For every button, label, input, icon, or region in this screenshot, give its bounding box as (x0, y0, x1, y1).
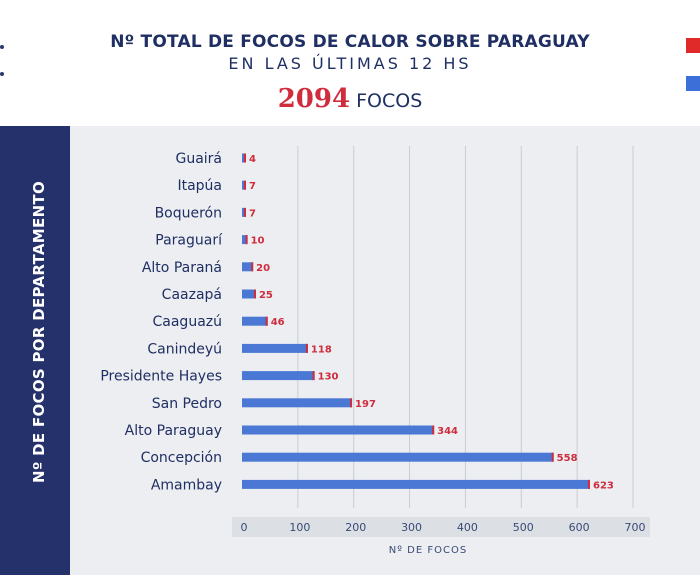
bar-tip (244, 153, 246, 163)
category-label: Presidente Hayes (100, 369, 222, 385)
plot-area (70, 126, 700, 575)
bar-tip (265, 316, 268, 326)
bar-tip (587, 479, 590, 489)
bar (242, 371, 315, 381)
x-tick-label: 600 (569, 521, 590, 534)
value-label: 118 (311, 344, 332, 355)
bar-tip (350, 398, 353, 408)
chart-title: Nº TOTAL DE FOCOS DE CALOR SOBRE PARAGUA… (110, 32, 590, 52)
bar (242, 452, 554, 462)
bar (242, 343, 308, 353)
value-label: 130 (318, 372, 339, 383)
x-tick-label: 700 (625, 521, 646, 534)
total-count-value: 2094 (277, 84, 351, 114)
value-label: 46 (271, 317, 285, 328)
side-band (0, 126, 70, 575)
bar-tip (244, 180, 246, 190)
category-label: Canindeyú (147, 341, 222, 357)
total-count: 2094 FOCOS (0, 84, 700, 114)
bar (242, 235, 248, 245)
bar (242, 398, 353, 408)
total-count-unit: FOCOS (356, 90, 423, 112)
value-label: 344 (437, 426, 458, 437)
value-label: 10 (251, 236, 265, 247)
legend-swatch-red (686, 38, 700, 53)
category-label: Paraguarí (155, 233, 223, 249)
bar-tip (253, 289, 256, 299)
x-axis-title: Nº DE FOCOS (389, 545, 467, 556)
value-label: 4 (249, 154, 256, 165)
bar-tip (432, 425, 435, 435)
left-edge-fragment (0, 45, 4, 49)
value-label: 7 (249, 208, 256, 219)
bar-tip (245, 235, 248, 245)
bar (242, 316, 268, 326)
value-label: 20 (256, 263, 270, 274)
bar-tip (244, 207, 246, 217)
category-label: Itapúa (177, 178, 222, 194)
header: Nº TOTAL DE FOCOS DE CALOR SOBRE PARAGUA… (0, 0, 700, 125)
x-axis-strip (232, 517, 650, 537)
legend-swatch-blue (686, 76, 700, 91)
bar-tip (551, 452, 554, 462)
x-tick-label: 400 (457, 521, 478, 534)
bar (242, 262, 254, 272)
chart-subtitle: EN LAS ÚLTIMAS 12 HS (228, 54, 472, 73)
left-edge-fragment (0, 72, 4, 76)
category-label: Boquerón (155, 205, 222, 221)
value-label: 623 (593, 480, 614, 491)
value-label: 25 (259, 290, 273, 301)
x-tick-label: 300 (401, 521, 422, 534)
bar-tip (305, 343, 308, 353)
value-label: 558 (557, 453, 578, 464)
bar (242, 425, 435, 435)
x-tick-label: 0 (241, 521, 248, 534)
category-label: San Pedro (152, 396, 222, 412)
category-label: Alto Paraná (142, 260, 222, 276)
value-label: 7 (249, 181, 256, 192)
category-label: Caaguazú (153, 314, 223, 330)
x-tick-label: 100 (289, 521, 310, 534)
category-label: Caazapá (162, 287, 222, 303)
x-tick-label: 200 (345, 521, 366, 534)
bar-tip (251, 262, 254, 272)
category-label: Concepción (141, 450, 222, 466)
x-tick-label: 500 (513, 521, 534, 534)
bar (242, 479, 590, 489)
bar-tip (312, 371, 315, 381)
category-label: Amambay (151, 477, 222, 493)
bar (242, 289, 256, 299)
category-label: Guairá (175, 151, 222, 167)
value-label: 197 (355, 399, 376, 410)
category-label: Alto Paraguay (125, 423, 222, 439)
